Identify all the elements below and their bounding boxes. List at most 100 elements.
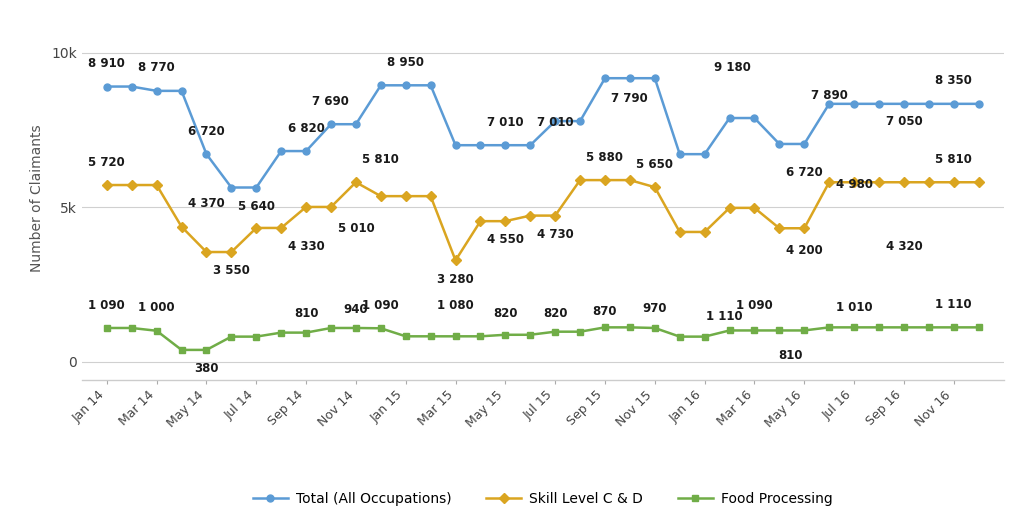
Total (All Occupations) bbox=[100, 83, 113, 90]
Total (All Occupations) bbox=[947, 101, 959, 107]
Text: 5 650: 5 650 bbox=[636, 158, 674, 171]
Total (All Occupations) bbox=[350, 121, 362, 127]
Skill Level C & D bbox=[973, 179, 985, 185]
Food Processing bbox=[599, 324, 611, 331]
Food Processing bbox=[325, 325, 337, 331]
Line: Total (All Occupations): Total (All Occupations) bbox=[103, 75, 982, 191]
Text: 1 000: 1 000 bbox=[138, 301, 175, 314]
Skill Level C & D bbox=[599, 177, 611, 183]
Skill Level C & D bbox=[823, 179, 836, 185]
Food Processing bbox=[225, 334, 238, 340]
Text: 5 880: 5 880 bbox=[587, 150, 624, 164]
Text: 5 810: 5 810 bbox=[935, 153, 972, 166]
Skill Level C & D bbox=[848, 179, 860, 185]
Text: 8 950: 8 950 bbox=[387, 56, 424, 69]
Line: Skill Level C & D: Skill Level C & D bbox=[103, 177, 982, 264]
Total (All Occupations) bbox=[798, 141, 810, 147]
Food Processing bbox=[773, 327, 785, 334]
Total (All Occupations) bbox=[599, 75, 611, 81]
Text: 1 090: 1 090 bbox=[88, 298, 125, 312]
Skill Level C & D bbox=[872, 179, 885, 185]
Total (All Occupations) bbox=[225, 184, 238, 191]
Text: 5 010: 5 010 bbox=[338, 222, 375, 235]
Text: 4 320: 4 320 bbox=[886, 240, 923, 253]
Food Processing bbox=[175, 347, 187, 353]
Total (All Occupations) bbox=[275, 148, 288, 154]
Food Processing bbox=[624, 324, 636, 331]
Food Processing bbox=[425, 333, 437, 340]
Text: 6 720: 6 720 bbox=[188, 125, 225, 138]
Skill Level C & D bbox=[500, 218, 512, 224]
Text: 7 890: 7 890 bbox=[811, 89, 848, 101]
Text: 7 790: 7 790 bbox=[611, 92, 648, 105]
Skill Level C & D bbox=[474, 218, 486, 224]
Total (All Occupations) bbox=[175, 88, 187, 94]
Skill Level C & D bbox=[275, 225, 288, 231]
Text: 810: 810 bbox=[778, 349, 803, 362]
Food Processing bbox=[350, 325, 362, 331]
Text: 3 550: 3 550 bbox=[213, 264, 250, 277]
Food Processing bbox=[250, 334, 262, 340]
Skill Level C & D bbox=[151, 182, 163, 188]
Y-axis label: Number of Claimants: Number of Claimants bbox=[31, 124, 44, 272]
Skill Level C & D bbox=[100, 182, 113, 188]
Skill Level C & D bbox=[300, 204, 312, 210]
Skill Level C & D bbox=[175, 223, 187, 230]
Total (All Occupations) bbox=[624, 75, 636, 81]
Food Processing bbox=[674, 334, 686, 340]
Total (All Occupations) bbox=[126, 83, 138, 90]
Text: 5 810: 5 810 bbox=[362, 153, 399, 166]
Food Processing bbox=[723, 327, 735, 334]
Total (All Occupations) bbox=[749, 115, 761, 121]
Total (All Occupations) bbox=[723, 115, 735, 121]
Total (All Occupations) bbox=[500, 142, 512, 148]
Food Processing bbox=[375, 325, 387, 332]
Total (All Occupations) bbox=[151, 88, 163, 94]
Text: 9 180: 9 180 bbox=[714, 61, 751, 74]
Skill Level C & D bbox=[698, 229, 711, 235]
Text: 1 090: 1 090 bbox=[736, 298, 773, 312]
Total (All Occupations) bbox=[848, 101, 860, 107]
Text: 6 820: 6 820 bbox=[288, 121, 325, 135]
Food Processing bbox=[648, 325, 660, 331]
Text: 4 370: 4 370 bbox=[188, 197, 225, 210]
Skill Level C & D bbox=[450, 257, 462, 263]
Food Processing bbox=[201, 347, 213, 353]
Food Processing bbox=[450, 333, 462, 340]
Skill Level C & D bbox=[225, 249, 238, 255]
Total (All Occupations) bbox=[325, 121, 337, 127]
Food Processing bbox=[872, 324, 885, 331]
Skill Level C & D bbox=[201, 249, 213, 255]
Text: 3 280: 3 280 bbox=[437, 272, 474, 286]
Text: 5 720: 5 720 bbox=[88, 156, 125, 168]
Text: 4 200: 4 200 bbox=[785, 244, 822, 257]
Text: 4 330: 4 330 bbox=[288, 240, 325, 253]
Food Processing bbox=[126, 325, 138, 331]
Total (All Occupations) bbox=[573, 118, 586, 124]
Legend: Total (All Occupations), Skill Level C & D, Food Processing: Total (All Occupations), Skill Level C &… bbox=[247, 486, 839, 512]
Text: 4 730: 4 730 bbox=[537, 228, 573, 241]
Total (All Occupations) bbox=[549, 118, 561, 124]
Skill Level C & D bbox=[898, 179, 910, 185]
Text: 810: 810 bbox=[294, 307, 318, 320]
Food Processing bbox=[549, 328, 561, 335]
Skill Level C & D bbox=[350, 179, 362, 185]
Total (All Occupations) bbox=[973, 101, 985, 107]
Skill Level C & D bbox=[723, 205, 735, 211]
Skill Level C & D bbox=[947, 179, 959, 185]
Total (All Occupations) bbox=[425, 82, 437, 89]
Skill Level C & D bbox=[798, 225, 810, 231]
Food Processing bbox=[848, 324, 860, 331]
Total (All Occupations) bbox=[648, 75, 660, 81]
Skill Level C & D bbox=[573, 177, 586, 183]
Total (All Occupations) bbox=[524, 142, 537, 148]
Text: 4 550: 4 550 bbox=[486, 233, 524, 247]
Skill Level C & D bbox=[923, 179, 935, 185]
Total (All Occupations) bbox=[674, 151, 686, 157]
Total (All Occupations) bbox=[898, 101, 910, 107]
Food Processing bbox=[474, 333, 486, 340]
Total (All Occupations) bbox=[300, 148, 312, 154]
Text: 6 720: 6 720 bbox=[785, 166, 822, 180]
Text: 7 010: 7 010 bbox=[537, 116, 573, 129]
Food Processing bbox=[947, 324, 959, 331]
